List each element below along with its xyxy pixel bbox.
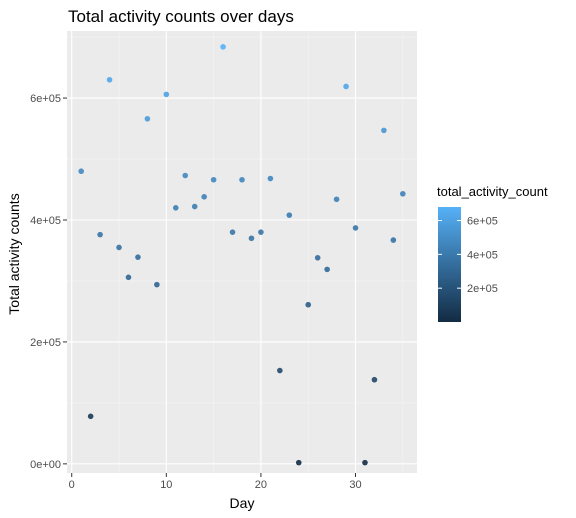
data-point xyxy=(97,231,103,238)
data-point xyxy=(172,205,179,211)
data-point xyxy=(295,459,302,466)
data-point xyxy=(125,274,132,281)
data-point xyxy=(210,176,217,183)
data-point xyxy=(220,44,226,50)
x-tick-label: 30 xyxy=(349,479,361,491)
data-point xyxy=(78,168,84,175)
data-point xyxy=(116,244,122,251)
data-point xyxy=(362,459,368,466)
data-point xyxy=(371,376,378,383)
x-tick-label: 10 xyxy=(160,479,172,491)
data-point xyxy=(182,172,189,179)
legend-title: total_activity_count xyxy=(437,184,548,199)
y-axis-title: Total activity counts xyxy=(6,193,22,314)
chart-title: Total activity counts over days xyxy=(68,7,294,26)
data-point xyxy=(352,225,359,231)
points-layer xyxy=(78,44,406,466)
data-point xyxy=(381,127,387,134)
data-point xyxy=(248,235,255,242)
plot-panel xyxy=(67,31,417,473)
data-point xyxy=(201,194,207,200)
data-point xyxy=(239,176,245,183)
data-point xyxy=(400,190,406,197)
data-point xyxy=(135,254,141,260)
data-point xyxy=(324,266,330,273)
y-tick-label: 4e+05 xyxy=(30,215,61,227)
data-point xyxy=(106,76,113,83)
data-point xyxy=(286,212,293,218)
data-point xyxy=(144,115,151,122)
legend-tick-label: 4e+05 xyxy=(467,249,498,261)
x-axis-title: Day xyxy=(230,495,255,511)
x-tick-label: 20 xyxy=(255,479,267,491)
legend-tick-label: 6e+05 xyxy=(467,216,498,228)
axes-layer: 0 10 20 30 0e+00 2e+05 4e+05 6e+05 xyxy=(30,93,362,491)
legend-tick-label: 2e+05 xyxy=(467,283,498,295)
data-point xyxy=(163,91,170,98)
data-point xyxy=(343,83,349,90)
y-tick-label: 2e+05 xyxy=(30,337,61,349)
panel-background xyxy=(67,31,417,473)
y-tick-label: 0e+00 xyxy=(30,459,61,471)
data-point xyxy=(314,254,321,261)
data-point xyxy=(154,281,160,288)
x-tick-label: 0 xyxy=(69,479,75,491)
y-tick-label: 6e+05 xyxy=(30,93,61,105)
data-point xyxy=(333,196,340,203)
data-point xyxy=(277,367,283,374)
data-point xyxy=(258,229,264,235)
data-point xyxy=(87,413,94,420)
data-point xyxy=(191,203,198,210)
data-point xyxy=(267,175,274,182)
data-point xyxy=(229,229,236,235)
data-point xyxy=(390,237,397,243)
color-legend: total_activity_count 2e+05 4e+05 6e+05 xyxy=(437,184,548,322)
legend-colorbar xyxy=(438,207,461,322)
data-point xyxy=(305,301,312,308)
